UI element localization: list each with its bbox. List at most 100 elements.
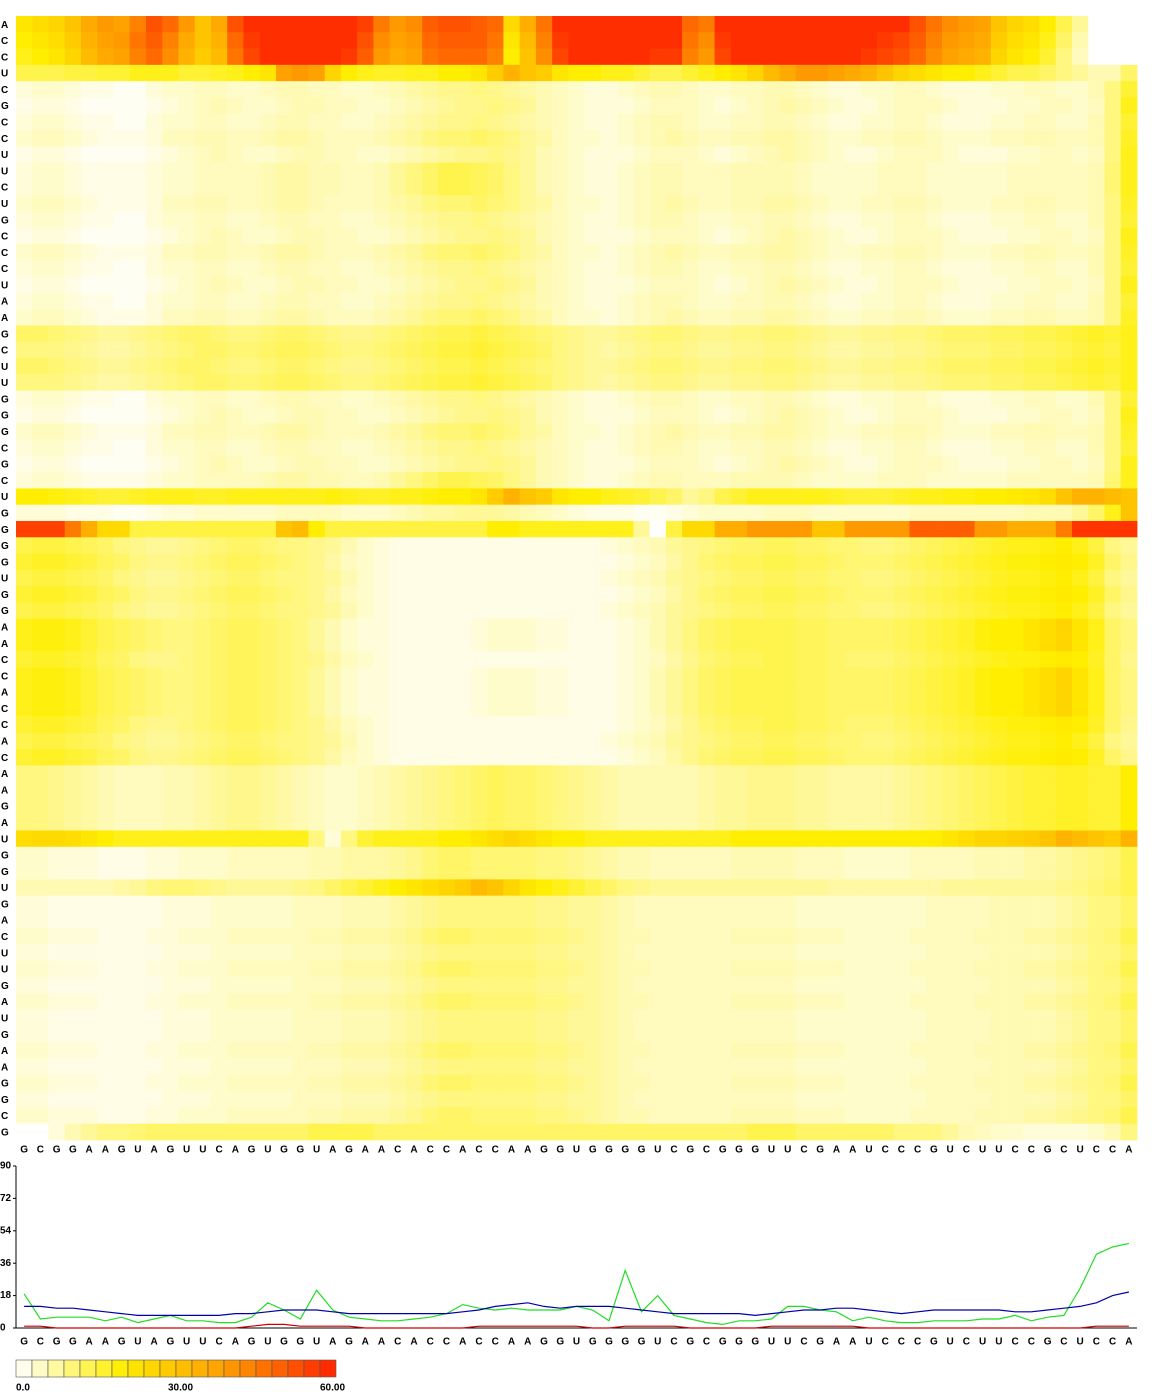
heat-cell (243, 16, 261, 33)
heat-cell (1023, 130, 1040, 147)
heat-cell (649, 911, 667, 929)
heat-cell (503, 64, 521, 82)
heat-cell (1039, 48, 1057, 66)
heat-cell (1104, 390, 1122, 408)
heat-cell (682, 911, 699, 929)
heat-cell (113, 1058, 131, 1076)
column-label: U (1077, 1145, 1084, 1156)
heat-cell (779, 635, 797, 652)
heat-cell (600, 1058, 618, 1076)
heat-cell (194, 178, 212, 196)
heat-cell (405, 16, 423, 33)
heat-cell (422, 781, 439, 799)
heat-cell (145, 48, 163, 66)
column-label: A (833, 1145, 840, 1156)
heat-cell (97, 16, 114, 33)
heat-cell (32, 700, 49, 717)
heat-cell (16, 814, 33, 831)
heat-cell (80, 178, 98, 196)
heat-cell (682, 1058, 699, 1076)
heat-cell (16, 390, 33, 408)
heat-cell (860, 667, 878, 685)
heat-cell (893, 749, 910, 766)
heat-cell (600, 276, 618, 294)
heat-cell (194, 390, 212, 408)
heat-cell (145, 716, 163, 734)
heat-cell (64, 472, 82, 489)
heat-cell (292, 977, 309, 994)
heat-cell (340, 944, 358, 962)
heat-cell (389, 1009, 407, 1027)
heat-cell (373, 423, 391, 440)
heat-cell (1007, 586, 1024, 603)
heat-cell (1055, 520, 1073, 538)
heat-cell (324, 130, 342, 147)
heat-cell (1088, 423, 1105, 440)
heat-cell (860, 504, 878, 522)
heat-cell (97, 472, 114, 489)
heat-cell (974, 309, 992, 326)
heat-cell (405, 618, 423, 636)
heat-cell (925, 618, 943, 636)
heat-cell (80, 64, 98, 82)
heat-cell (649, 488, 667, 506)
heat-cell (844, 455, 862, 473)
heat-cell (194, 814, 212, 831)
heat-cell (600, 977, 618, 994)
heat-cell (487, 537, 504, 554)
heat-cell (80, 960, 98, 978)
heat-cell (925, 325, 943, 343)
heat-cell (893, 1025, 910, 1043)
heat-cell (974, 732, 992, 750)
heat-cell (1120, 830, 1138, 848)
heat-cell (113, 341, 131, 359)
heat-cell (1088, 146, 1105, 164)
heat-cell (308, 830, 326, 848)
heat-cell (308, 928, 326, 945)
heat-cell (389, 64, 407, 82)
heat-cell (405, 195, 423, 212)
heat-cell (812, 292, 829, 310)
heat-cell (308, 211, 326, 229)
heat-cell (584, 374, 602, 392)
heat-cell (600, 602, 618, 620)
heat-cell (860, 439, 878, 457)
heat-cell (1039, 406, 1057, 424)
heat-cell (64, 846, 82, 864)
heat-cell (32, 863, 49, 880)
heat-cell (747, 569, 764, 587)
heat-cell (275, 260, 293, 278)
heat-cell (828, 309, 845, 326)
heat-cell (487, 895, 504, 913)
heat-cell (974, 16, 992, 33)
heat-cell (1023, 830, 1040, 848)
heat-cell (828, 423, 845, 440)
heat-cell (925, 602, 943, 620)
heat-cell (1055, 504, 1073, 522)
column-label: G (20, 1145, 28, 1156)
heat-cell (97, 846, 114, 864)
heat-cell (292, 846, 309, 864)
heat-cell (210, 830, 228, 848)
heat-cell (665, 765, 683, 783)
row-label: A (1, 313, 8, 324)
heat-cell (714, 292, 732, 310)
heat-cell (275, 64, 293, 82)
row-label: G (1, 411, 9, 422)
column-label: G (118, 1145, 126, 1156)
heat-cell (990, 130, 1008, 147)
column-label: C (898, 1145, 905, 1156)
row-label: U (1, 492, 8, 503)
heat-cell (1104, 553, 1122, 571)
heat-cell (340, 651, 358, 668)
heat-cell (828, 244, 845, 261)
heat-cell (1039, 390, 1057, 408)
heat-cell (308, 602, 326, 620)
heat-cell (178, 977, 196, 994)
heat-cell (682, 618, 699, 636)
heat-cell (210, 879, 228, 897)
heat-cell (552, 439, 569, 457)
heat-cell (389, 911, 407, 929)
heat-cell (129, 553, 147, 571)
heat-cell (1120, 423, 1138, 440)
